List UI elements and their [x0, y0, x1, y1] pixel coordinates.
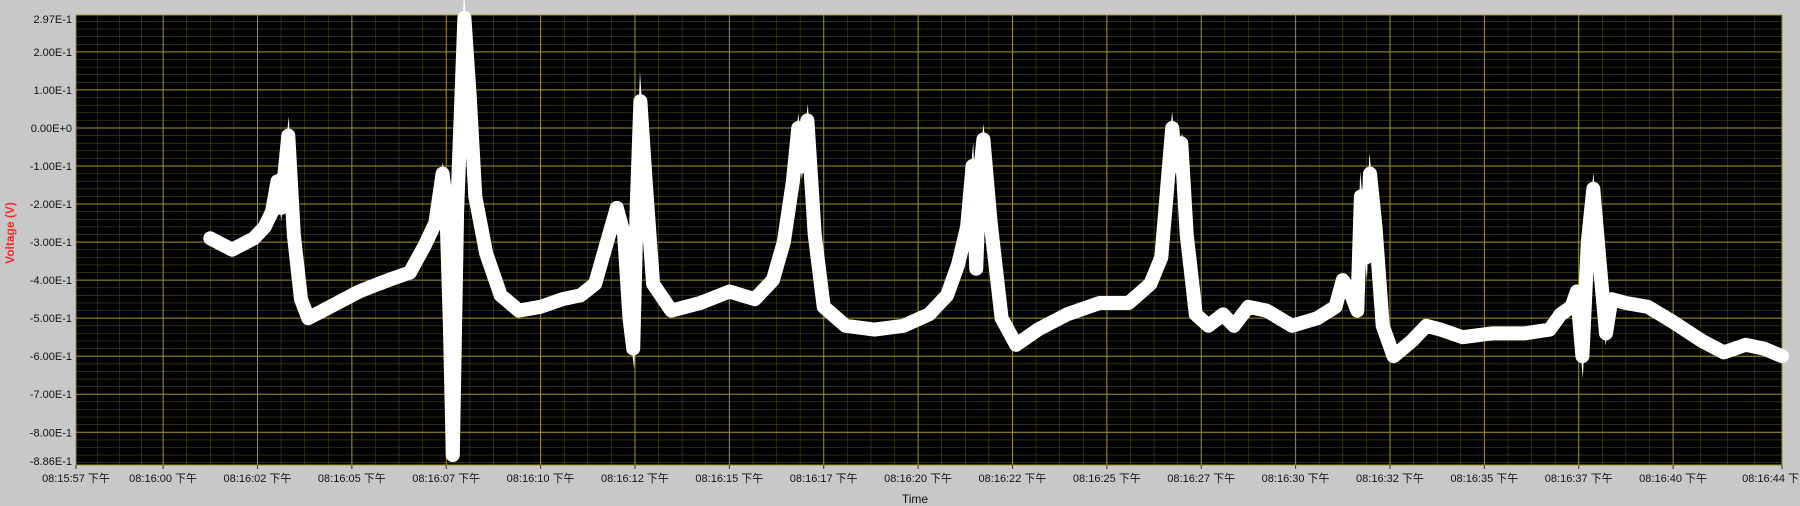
- x-tick-label: 08:16:07 下午: [412, 472, 480, 485]
- trace-line: [209, 0, 1783, 456]
- x-tick-label: 08:16:40 下午: [1639, 472, 1707, 485]
- x-tick-label: 08:16:12 下午: [601, 472, 669, 485]
- x-tick-label: 08:16:44 下: [1742, 473, 1799, 485]
- y-tick-label: 0.00E+0: [31, 123, 72, 135]
- x-tick-label: 08:16:17 下午: [790, 472, 858, 485]
- x-tick-label: 08:16:02 下午: [224, 472, 292, 485]
- y-tick-label: -3.00E-1: [30, 237, 72, 249]
- y-tick-label: -2.00E-1: [30, 199, 72, 211]
- x-tick-label: 08:16:22 下午: [979, 472, 1047, 485]
- x-tick-label: 08:15:57 下午: [42, 472, 110, 485]
- x-tick-label: 08:16:37 下午: [1545, 472, 1613, 485]
- y-tick-label: -6.00E-1: [30, 351, 72, 363]
- y-tick-label: 2.00E-1: [33, 47, 72, 59]
- x-tick-label: 08:16:10 下午: [507, 472, 575, 485]
- y-tick-label: -1.00E-1: [30, 161, 72, 173]
- y-tick-label: 2.97E-1: [33, 14, 72, 26]
- y-tick-label: -4.00E-1: [30, 275, 72, 287]
- x-axis-label: Time: [901, 492, 929, 506]
- x-tick-label: 08:16:35 下午: [1450, 472, 1518, 485]
- y-axis-ticks: 2.97E-1 2.00E-1 1.00E-1 0.00E+0 -1.00E-1 -2.0…: [30, 14, 72, 468]
- y-tick-label: 1.00E-1: [33, 85, 72, 97]
- x-tick-label: 08:16:32 下午: [1356, 472, 1424, 485]
- y-tick-label: -8.86E-1: [30, 456, 72, 468]
- y-tick-label: -5.00E-1: [30, 313, 72, 325]
- x-tick-label: 08:16:05 下午: [318, 472, 386, 485]
- x-tick-label: 08:16:30 下午: [1262, 472, 1330, 485]
- x-tick-label: 08:16:27 下午: [1167, 472, 1235, 485]
- x-tick-label: 08:16:20 下午: [884, 472, 952, 485]
- x-tick-label: 08:16:15 下午: [695, 472, 763, 485]
- voltage-trace: [203, 0, 1789, 463]
- y-tick-label: -7.00E-1: [30, 389, 72, 401]
- y-tick-label: -8.00E-1: [30, 427, 72, 439]
- y-axis-label: Voltage (V): [3, 202, 17, 264]
- x-tick-label: 08:16:25 下午: [1073, 472, 1141, 485]
- x-axis-ticks: 08:15:57 下午 08:16:00 下午 08:16:02 下午 08:16:0…: [42, 465, 1799, 485]
- major-grid: [75, 14, 1783, 466]
- x-tick-label: 08:16:00 下午: [129, 472, 197, 485]
